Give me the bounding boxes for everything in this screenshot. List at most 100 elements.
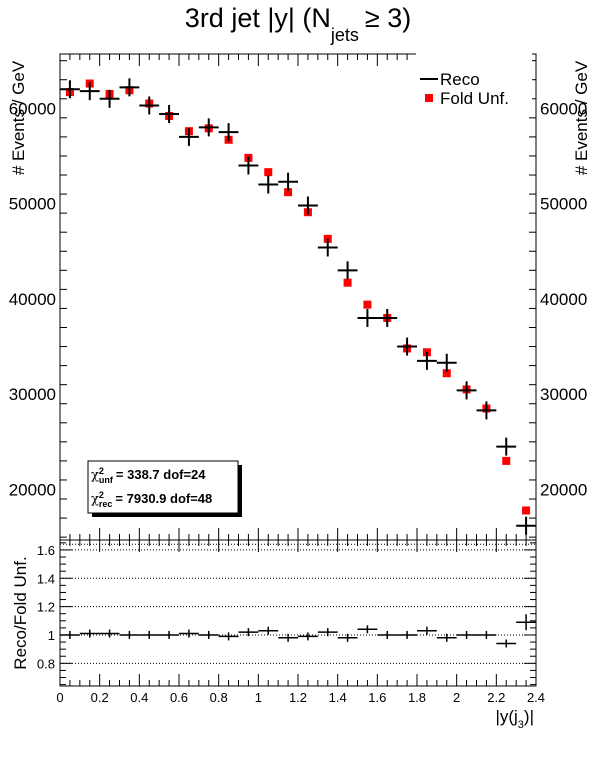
chart-title-main: 3rd jet |y| (N — [185, 3, 331, 33]
reco-point — [99, 89, 120, 108]
ratio-point — [298, 632, 318, 641]
ratio-point — [179, 629, 199, 638]
reco-point — [317, 238, 338, 257]
reco-point — [436, 353, 457, 372]
legend-reco-label: Reco — [440, 70, 480, 89]
reco-point — [238, 156, 259, 175]
upper-ylabel-left: # Events / GeV — [9, 60, 28, 175]
reco-point — [337, 261, 358, 280]
lower-frame — [59, 539, 537, 687]
upper-ytick-label-left: 20000 — [9, 480, 56, 499]
ratio-point — [357, 625, 378, 634]
fold-unf-point — [522, 506, 531, 515]
xlabel-sub: 3 — [518, 719, 524, 731]
ratio-point — [496, 639, 517, 648]
reco-point — [258, 175, 279, 194]
reco-point — [198, 118, 219, 137]
reco-point — [218, 123, 239, 142]
xlabel: |y(j3)| — [495, 707, 534, 731]
ratio-point — [218, 632, 239, 641]
legend-fold-marker — [425, 94, 433, 102]
ratio-point — [238, 628, 259, 637]
upper-ytick-label-left: 40000 — [9, 290, 56, 309]
fold-unf-point — [363, 300, 372, 309]
lower-ytick-label: 1.4 — [37, 571, 55, 586]
ratio-point — [119, 630, 140, 639]
reco-point — [397, 337, 417, 356]
lower-xtick-label: 2 — [453, 690, 460, 705]
fold-unf-point — [264, 168, 273, 177]
reco-point — [139, 96, 160, 115]
ratio-point — [337, 633, 358, 642]
upper-ytick-label-left: 60000 — [9, 99, 56, 118]
reco-point — [79, 82, 100, 101]
annotation-line: χ2 unf = 338.7 dof=24 — [91, 466, 206, 485]
ratio-point — [159, 630, 179, 639]
lower-xtick-label: 0 — [56, 690, 63, 705]
ratio-point — [516, 614, 536, 631]
lower-ytick-label: 0.8 — [37, 656, 55, 671]
upper-panel: 20000 20000 30000 30000 40000 40000 50000 50000… — [9, 50, 591, 541]
annotation-sub: rec — [99, 499, 113, 509]
chart-title: 3rd jet |y| (Njets ≥ 3) — [185, 3, 411, 45]
lower-xtick-label: 0.2 — [91, 690, 109, 705]
lower-ytick-label: 1.2 — [37, 600, 55, 615]
annotation-chi: χ — [91, 468, 99, 483]
reco-point — [179, 127, 199, 146]
ratio-point — [278, 633, 298, 642]
reco-point — [298, 196, 318, 215]
lower-ytick-label: 1.6 — [37, 543, 55, 558]
reco-point — [60, 80, 80, 99]
fold-unf-point — [343, 278, 352, 287]
chart-title-rel: ≥ 3) — [365, 3, 411, 33]
ratio-point — [99, 629, 120, 638]
reco-point — [278, 172, 298, 191]
fold-unf-point — [442, 369, 451, 378]
reco-point — [496, 437, 517, 456]
upper-ylabel-right: # Events / GeV — [572, 60, 591, 175]
upper-ytick-label-right: 50000 — [540, 195, 587, 214]
ratio-point — [377, 630, 398, 639]
ratio-point — [436, 633, 457, 642]
ratio-point — [397, 630, 417, 639]
reco-point — [159, 105, 179, 124]
reco-point — [417, 351, 437, 370]
lower-xtick-label: 1.6 — [368, 690, 386, 705]
lower-ytick-label: 1 — [48, 628, 55, 643]
ratio-point — [139, 630, 160, 639]
ratio-point — [60, 630, 80, 639]
legend-fold-label: Fold Unf. — [440, 89, 509, 108]
annotation-text: = 7930.9 dof=48 — [115, 491, 212, 506]
ratio-point — [456, 630, 477, 639]
annotation-text: = 338.7 dof=24 — [116, 467, 206, 482]
lower-xtick-label: 0.4 — [130, 690, 148, 705]
ratio-point — [317, 628, 338, 637]
annotation-sup: 2 — [99, 490, 104, 500]
upper-ytick-label-left: 50000 — [9, 195, 56, 214]
lower-xtick-label: 1.8 — [408, 690, 426, 705]
annotation-line: χ2 rec = 7930.9 dof=48 — [91, 490, 212, 509]
annotation-sup: 2 — [99, 466, 104, 476]
reco-point — [456, 381, 477, 400]
ratio-point — [258, 626, 279, 635]
annotation-sub: unf — [99, 475, 114, 485]
legend-box — [416, 50, 532, 102]
lower-panel: 0.8 1 1.2 1.4 1.6 0 0.2 0.4 0.6 0.8 1 1.2 1.4 1.6 1.8 2… — [11, 539, 545, 731]
lower-ylabel: Reco/Fold Unf. — [11, 556, 30, 669]
lower-xtick-label: 2.2 — [487, 690, 505, 705]
upper-ytick-label-right: 20000 — [540, 480, 587, 499]
upper-ytick-label-right: 40000 — [540, 290, 587, 309]
reco-point — [377, 308, 398, 327]
chart-title-sub: jets — [330, 25, 359, 45]
lower-xtick-label: 1 — [255, 690, 262, 705]
upper-ytick-label-right: 60000 — [540, 99, 587, 118]
lower-xtick-label: 2.4 — [527, 690, 545, 705]
xlabel-pre: |y(j — [495, 707, 517, 726]
lower-xtick-label: 0.8 — [210, 690, 228, 705]
upper-ytick-label-left: 30000 — [9, 385, 56, 404]
fold-unf-point — [284, 188, 293, 197]
annotation-box — [87, 460, 239, 514]
lower-xtick-label: 0.6 — [170, 690, 188, 705]
reco-point — [119, 78, 140, 97]
